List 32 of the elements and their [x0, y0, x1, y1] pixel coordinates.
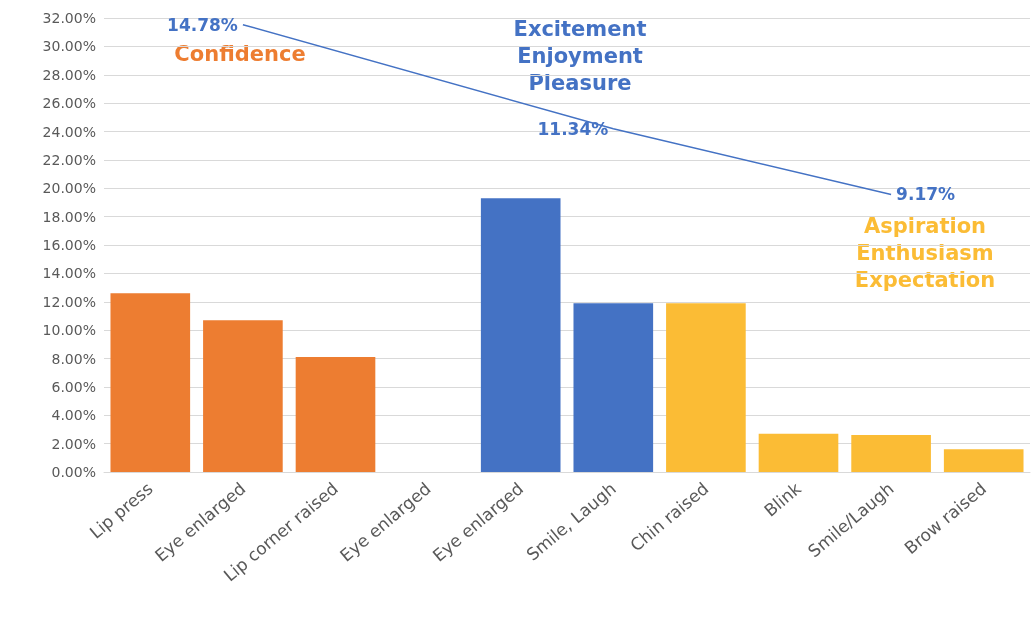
y-tick-label: 16.00%	[42, 237, 96, 253]
bar	[851, 435, 931, 472]
y-tick-label: 24.00%	[42, 123, 96, 140]
y-tick-label: 30.00%	[42, 38, 96, 55]
y-tick-label: 14.00%	[42, 265, 96, 282]
y-tick-label: 32.00%	[42, 10, 96, 26]
y-tick-label: 6.00%	[51, 378, 96, 395]
bar	[666, 303, 746, 472]
y-tick-label: 4.00%	[51, 407, 96, 424]
y-tick-label: 10.00%	[42, 322, 96, 339]
y-tick-label: 28.00%	[42, 66, 96, 83]
data-label: 14.78%	[167, 14, 238, 35]
y-tick-label: 12.00%	[42, 293, 96, 310]
bar	[480, 198, 561, 472]
bar	[943, 449, 1024, 472]
y-tick-label: 2.00%	[51, 435, 96, 452]
data-label: 11.34%	[537, 118, 609, 139]
annotation: Aspiration Enthusiasm Expectation	[854, 213, 996, 292]
bar	[295, 357, 376, 472]
data-label: 9.17%	[896, 184, 956, 205]
bar	[110, 293, 191, 472]
y-tick-label: 20.00%	[42, 180, 96, 197]
y-tick-label: 8.00%	[51, 350, 96, 367]
bar	[573, 303, 654, 472]
bar	[203, 320, 283, 472]
y-tick-label: 26.00%	[42, 95, 96, 112]
annotation: Confidence	[174, 41, 306, 66]
y-tick-label: 22.00%	[42, 151, 96, 168]
bar	[758, 433, 839, 472]
annotation: Excitement Enjoyment Pleasure	[513, 16, 647, 95]
y-tick-label: 0.00%	[51, 464, 96, 480]
y-tick-label: 18.00%	[42, 208, 96, 225]
